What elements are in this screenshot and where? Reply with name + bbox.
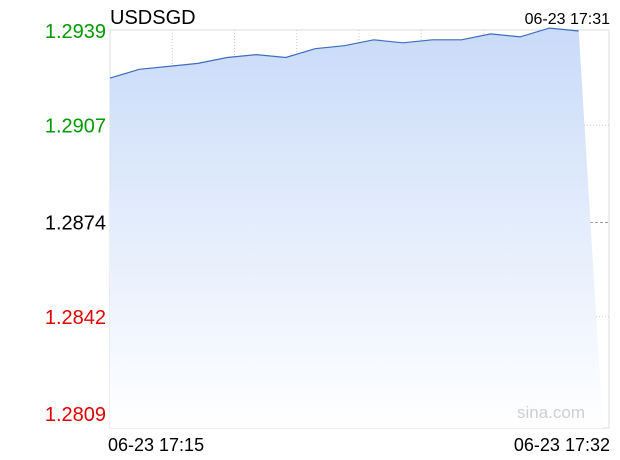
y-axis-ticks: 1.2939 1.2907 1.2874 1.2842 1.2809 bbox=[45, 21, 106, 426]
y-tick-label: 1.2809 bbox=[45, 404, 106, 426]
price-area bbox=[110, 28, 603, 428]
x-start-label: 06-23 17:15 bbox=[108, 435, 204, 455]
y-tick-label: 1.2842 bbox=[45, 307, 106, 329]
y-tick-label: 1.2874 bbox=[45, 213, 106, 235]
timestamp-label: 06-23 17:31 bbox=[525, 11, 611, 28]
x-end-label: 06-23 17:32 bbox=[514, 435, 610, 455]
chart-title: USDSGD bbox=[110, 7, 196, 29]
y-tick-label: 1.2939 bbox=[45, 21, 106, 43]
y-tick-label: 1.2907 bbox=[45, 115, 106, 137]
watermark-text: sina.com bbox=[517, 403, 585, 422]
price-line bbox=[109, 27, 579, 79]
